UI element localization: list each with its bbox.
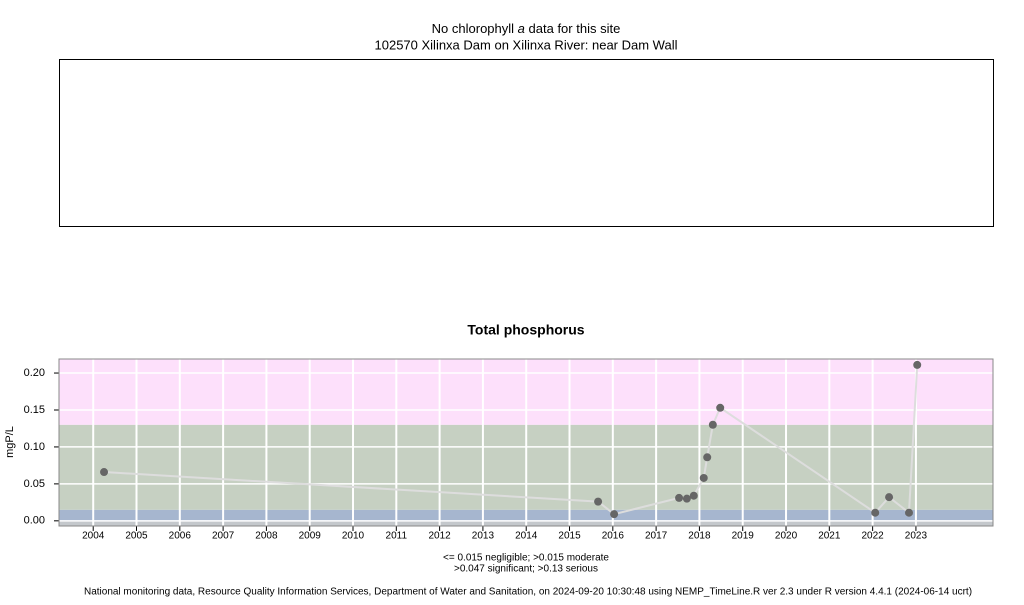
data-point <box>699 473 708 482</box>
x-tick-label: 2019 <box>732 531 755 542</box>
data-point <box>904 508 913 517</box>
title-part: a <box>518 21 525 36</box>
x-tick-label: 2008 <box>255 531 278 542</box>
x-tick-label: 2005 <box>125 531 148 542</box>
title-part: data for this site <box>529 21 621 36</box>
chart-title: Total phosphorus <box>467 322 584 338</box>
chart-subtitle: 102570 Xilinxa Dam on Xilinxa River: nea… <box>375 37 678 52</box>
x-tick-label: 2013 <box>472 531 495 542</box>
y-tick-label: 0.10 <box>24 441 45 453</box>
y-tick-label: 0.20 <box>24 367 45 379</box>
note: <= 0.015 negligible; >0.015 moderate <box>443 553 609 564</box>
x-tick-label: 2021 <box>818 531 841 542</box>
plot-frame <box>58 358 994 527</box>
data-point <box>885 493 894 502</box>
chart-title: No chlorophyll a data for this site <box>432 21 621 36</box>
data-point <box>610 510 619 519</box>
x-tick-label: 2015 <box>558 531 581 542</box>
footer: National monitoring data, Resource Quali… <box>84 587 972 598</box>
x-tick-label: 2020 <box>775 531 798 542</box>
empty-plot <box>59 59 994 227</box>
data-point <box>689 491 698 500</box>
x-tick-label: 2012 <box>428 531 451 542</box>
title-part: No chlorophyll <box>432 21 514 36</box>
x-tick-label: 2023 <box>905 531 928 542</box>
data-point <box>871 508 880 517</box>
y-tick-label: 0.05 <box>24 478 45 490</box>
x-tick-label: 2016 <box>602 531 625 542</box>
y-tick-label: 0.00 <box>24 515 45 527</box>
x-tick-label: 2004 <box>82 531 105 542</box>
x-tick-label: 2009 <box>299 531 322 542</box>
data-point <box>100 468 109 477</box>
x-tick-label: 2006 <box>169 531 192 542</box>
data-point <box>682 494 691 503</box>
y-tick-label: 0.15 <box>24 404 45 416</box>
data-point <box>675 493 684 502</box>
data-point <box>913 360 922 369</box>
data-point <box>594 497 603 506</box>
x-tick-label: 2010 <box>342 531 365 542</box>
plot: 0.00 0.05 0.10 0.15 0.20 2004 2005 2006 2007 2008… <box>24 358 994 542</box>
x-tick-label: 2014 <box>515 531 538 542</box>
data-point <box>703 453 712 462</box>
x-tick-label: 2007 <box>212 531 235 542</box>
x-tick-label: 2017 <box>645 531 668 542</box>
x-tick-label: 2011 <box>386 531 408 542</box>
y-axis-label: mgP/L <box>4 426 16 458</box>
data-point <box>708 420 717 429</box>
data-point <box>716 403 725 412</box>
x-tick-label: 2022 <box>861 531 884 542</box>
note: >0.047 significant; >0.13 serious <box>454 564 598 575</box>
x-tick-label: 2018 <box>688 531 711 542</box>
